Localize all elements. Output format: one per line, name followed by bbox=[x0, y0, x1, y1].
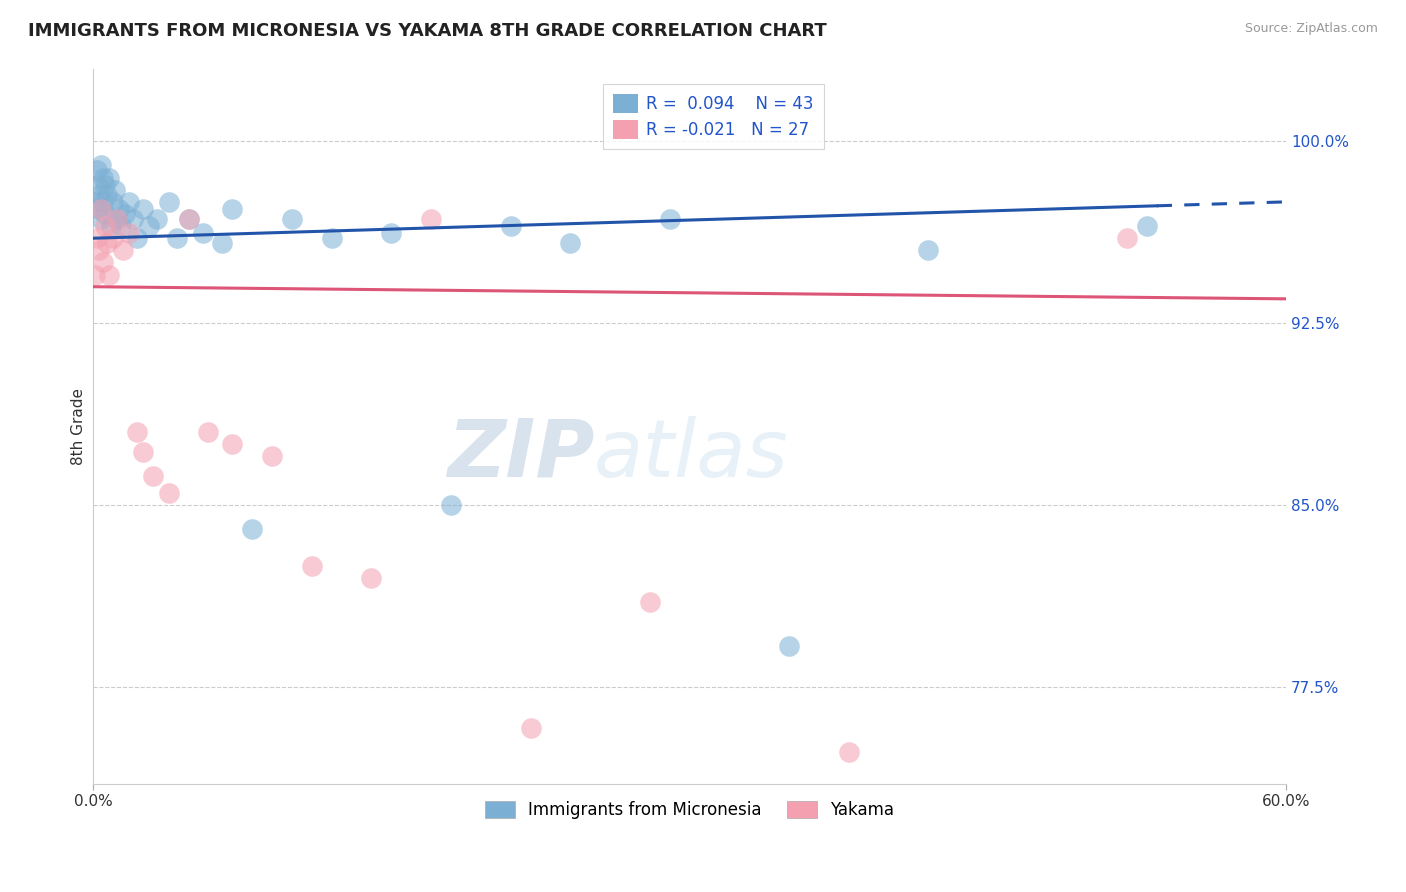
Point bbox=[101, 231, 124, 245]
Point bbox=[104, 183, 127, 197]
Point bbox=[90, 202, 112, 216]
Point bbox=[91, 255, 114, 269]
Point bbox=[98, 268, 121, 282]
Point bbox=[132, 444, 155, 458]
Point bbox=[191, 227, 214, 241]
Point bbox=[96, 236, 118, 251]
Point bbox=[86, 163, 108, 178]
Point bbox=[142, 468, 165, 483]
Point bbox=[177, 211, 200, 226]
Point bbox=[105, 211, 128, 226]
Text: IMMIGRANTS FROM MICRONESIA VS YAKAMA 8TH GRADE CORRELATION CHART: IMMIGRANTS FROM MICRONESIA VS YAKAMA 8TH… bbox=[28, 22, 827, 40]
Point bbox=[658, 211, 681, 226]
Point bbox=[499, 219, 522, 233]
Point bbox=[560, 236, 582, 251]
Point bbox=[917, 244, 939, 258]
Point bbox=[86, 178, 108, 192]
Point bbox=[84, 194, 107, 209]
Point bbox=[94, 207, 117, 221]
Point bbox=[89, 187, 111, 202]
Point bbox=[118, 194, 141, 209]
Point bbox=[197, 425, 219, 440]
Point bbox=[380, 227, 402, 241]
Point bbox=[440, 498, 463, 512]
Point bbox=[321, 231, 343, 245]
Point bbox=[301, 558, 323, 573]
Point bbox=[138, 219, 160, 233]
Point bbox=[100, 219, 122, 233]
Point bbox=[211, 236, 233, 251]
Point bbox=[91, 170, 114, 185]
Point bbox=[86, 231, 108, 245]
Legend: Immigrants from Micronesia, Yakama: Immigrants from Micronesia, Yakama bbox=[478, 794, 901, 825]
Point bbox=[101, 194, 124, 209]
Point bbox=[240, 522, 263, 536]
Point bbox=[157, 485, 180, 500]
Text: atlas: atlas bbox=[595, 416, 789, 494]
Point bbox=[114, 207, 136, 221]
Point bbox=[90, 159, 112, 173]
Point bbox=[262, 450, 284, 464]
Point bbox=[94, 219, 117, 233]
Point bbox=[146, 211, 169, 226]
Point bbox=[105, 211, 128, 226]
Point bbox=[778, 639, 800, 653]
Point bbox=[1136, 219, 1159, 233]
Point bbox=[177, 211, 200, 226]
Point bbox=[1116, 231, 1139, 245]
Point bbox=[84, 268, 107, 282]
Point bbox=[125, 231, 148, 245]
Point bbox=[108, 202, 131, 216]
Point bbox=[122, 211, 145, 226]
Point bbox=[519, 721, 541, 735]
Point bbox=[221, 202, 243, 216]
Text: Source: ZipAtlas.com: Source: ZipAtlas.com bbox=[1244, 22, 1378, 36]
Point bbox=[89, 202, 111, 216]
Point bbox=[132, 202, 155, 216]
Point bbox=[166, 231, 188, 245]
Point bbox=[94, 178, 117, 192]
Point bbox=[221, 437, 243, 451]
Point bbox=[111, 244, 134, 258]
Point bbox=[89, 244, 111, 258]
Point bbox=[420, 211, 443, 226]
Y-axis label: 8th Grade: 8th Grade bbox=[72, 388, 86, 465]
Point bbox=[91, 194, 114, 209]
Point bbox=[96, 187, 118, 202]
Point bbox=[638, 595, 661, 609]
Point bbox=[281, 211, 304, 226]
Point bbox=[98, 170, 121, 185]
Point bbox=[125, 425, 148, 440]
Point bbox=[838, 745, 860, 759]
Point bbox=[110, 219, 132, 233]
Point bbox=[157, 194, 180, 209]
Point bbox=[90, 211, 112, 226]
Point bbox=[360, 571, 382, 585]
Point bbox=[118, 227, 141, 241]
Text: ZIP: ZIP bbox=[447, 416, 595, 494]
